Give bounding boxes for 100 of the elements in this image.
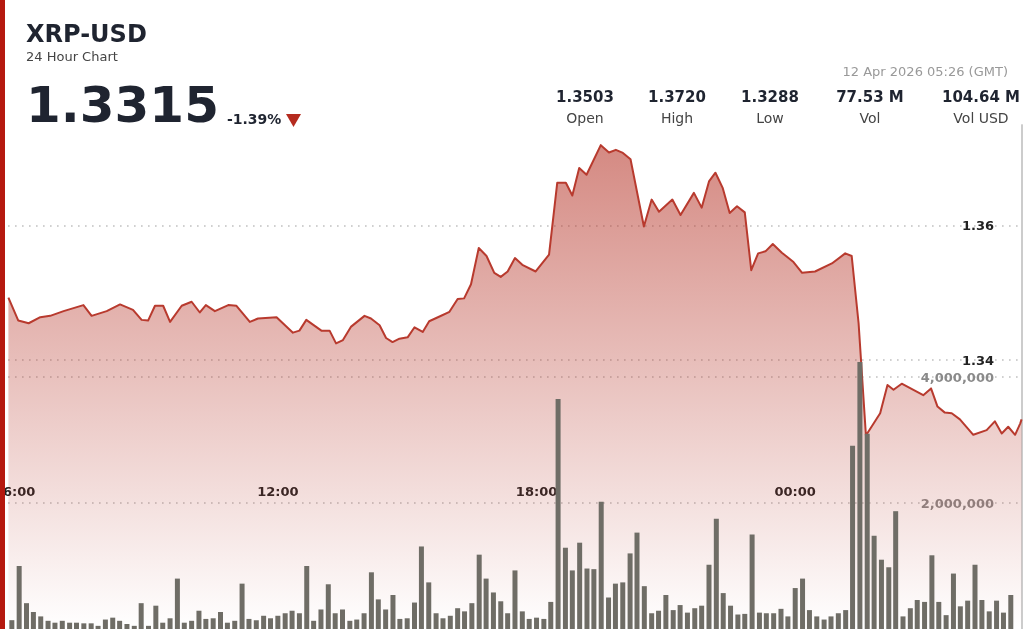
bar <box>224 622 230 629</box>
bar <box>922 601 928 629</box>
bar <box>828 616 834 629</box>
bar <box>347 620 353 629</box>
bar <box>505 613 511 629</box>
bar <box>131 625 137 629</box>
bar <box>749 534 755 629</box>
bar <box>778 608 784 629</box>
bar <box>375 599 381 629</box>
bar <box>692 608 698 629</box>
bar <box>67 622 73 629</box>
y-tick-label: 1.36 <box>961 218 994 234</box>
annotation: Low <box>755 110 785 126</box>
bar <box>684 612 690 629</box>
bar <box>835 613 841 629</box>
bar <box>950 573 956 629</box>
bar <box>519 611 525 629</box>
bar <box>146 625 152 629</box>
bar <box>900 616 906 629</box>
bar <box>728 605 734 629</box>
bar <box>181 622 187 629</box>
chart-title: XRP-USD <box>26 20 147 48</box>
bar <box>620 582 626 629</box>
bar <box>490 592 496 629</box>
bar <box>756 612 762 629</box>
annotation: Open <box>565 110 605 126</box>
y-tick-label: 1.34 <box>961 352 994 368</box>
bar <box>914 600 920 629</box>
bar <box>476 554 482 629</box>
text: 1.3503 <box>555 88 615 106</box>
bar <box>203 618 209 629</box>
bar <box>720 593 726 629</box>
bar <box>498 601 504 629</box>
bar <box>612 583 618 629</box>
bar <box>74 622 80 629</box>
bar <box>663 594 669 629</box>
bar <box>850 445 856 629</box>
bar <box>210 618 216 629</box>
x-tick-label: 00:00 <box>774 484 816 499</box>
bar <box>397 618 403 629</box>
y2-tick-label: 2,000,000 <box>920 495 994 511</box>
bar <box>38 616 44 629</box>
bar <box>289 610 295 629</box>
bar <box>268 618 274 629</box>
bar <box>806 610 812 629</box>
annotation: 1.3315 <box>26 76 219 134</box>
text: 1.3288 <box>740 88 800 106</box>
bar <box>677 605 683 629</box>
text: 1.3720 <box>647 88 707 106</box>
bar <box>878 559 884 629</box>
bar <box>534 617 540 629</box>
bar <box>871 535 877 629</box>
bar <box>864 433 870 629</box>
bar <box>843 610 849 629</box>
bar <box>548 601 554 629</box>
bar <box>957 606 963 629</box>
bar <box>196 610 202 629</box>
bar <box>354 619 360 629</box>
bar <box>124 623 130 629</box>
bar <box>907 608 913 629</box>
bar <box>577 542 583 629</box>
bar <box>332 613 338 629</box>
bar <box>965 600 971 629</box>
bar <box>562 547 568 629</box>
bar <box>24 603 29 629</box>
bar <box>641 586 647 629</box>
bar <box>893 511 899 629</box>
bar <box>986 611 992 629</box>
bar <box>598 501 604 629</box>
bar <box>483 578 489 629</box>
bar <box>361 613 367 629</box>
annotation: -1.39% <box>227 111 282 127</box>
chart-subtitle: 24 Hour Chart <box>26 49 118 64</box>
bar <box>102 619 108 629</box>
bar <box>1000 612 1006 629</box>
bar <box>404 618 410 629</box>
bar <box>886 567 892 629</box>
bar <box>390 594 396 629</box>
bar <box>296 613 302 629</box>
bar <box>763 613 769 629</box>
bar <box>792 588 798 629</box>
bar <box>95 625 101 629</box>
bar <box>541 618 547 629</box>
bar <box>555 399 561 629</box>
bar <box>59 620 65 629</box>
bar <box>153 605 159 629</box>
bar <box>569 570 575 629</box>
bar <box>318 609 324 629</box>
bar <box>526 618 532 629</box>
bar <box>785 616 791 629</box>
bar <box>800 578 806 629</box>
bar <box>412 602 418 629</box>
y2-tick-label: 4,000,000 <box>920 369 994 385</box>
x-tick-label: 6:00 <box>3 484 36 499</box>
bar <box>304 566 310 629</box>
bar <box>282 613 288 629</box>
bar <box>649 613 655 629</box>
bar <box>591 569 597 629</box>
bar <box>670 610 676 629</box>
annotation: Vol <box>858 110 882 126</box>
